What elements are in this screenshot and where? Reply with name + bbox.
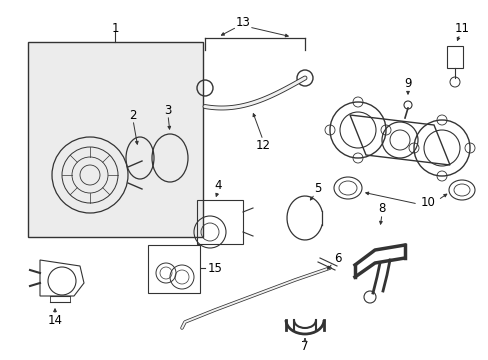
Text: 4: 4: [214, 179, 221, 192]
Bar: [148, 245, 200, 293]
Text: 1: 1: [111, 22, 119, 35]
Text: 9: 9: [404, 77, 411, 90]
Text: 15: 15: [207, 261, 222, 274]
Text: 6: 6: [334, 252, 341, 265]
Text: 7: 7: [301, 341, 308, 354]
Bar: [28, 42, 203, 237]
Text: 3: 3: [164, 104, 171, 117]
Bar: [446, 46, 462, 68]
Text: 5: 5: [314, 181, 321, 194]
Text: 13: 13: [235, 15, 250, 28]
Text: 12: 12: [255, 139, 270, 152]
Text: 14: 14: [47, 314, 62, 327]
Text: 8: 8: [378, 202, 385, 215]
Text: 10: 10: [420, 195, 434, 208]
Text: 11: 11: [453, 22, 468, 35]
Text: 2: 2: [129, 108, 137, 122]
